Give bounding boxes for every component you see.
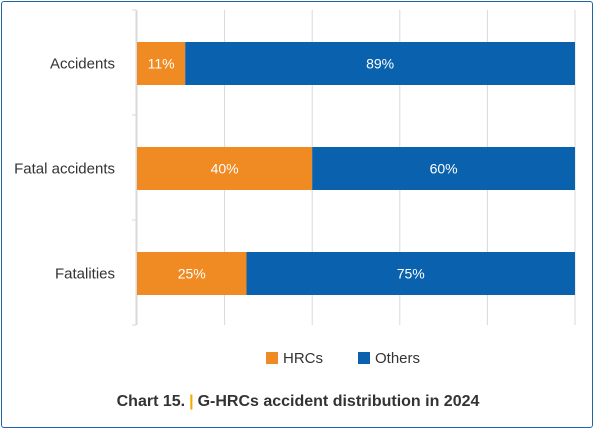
bar-hrcs — [137, 147, 313, 190]
bar-hrcs — [137, 42, 186, 85]
bar-hrcs — [137, 252, 247, 295]
bar-others — [185, 42, 575, 85]
chart-caption: Chart 15. | G-HRCs accident distribution i… — [0, 393, 596, 411]
bar-others — [312, 147, 575, 190]
data-label: 89% — [366, 56, 394, 72]
caption-title: G-HRCs accident distribution in 2024 — [197, 393, 480, 410]
legend-swatch — [266, 352, 278, 364]
data-label: 60% — [430, 161, 458, 177]
data-label: 75% — [397, 266, 425, 282]
category-label: Accidents — [50, 56, 115, 73]
legend-swatch — [358, 352, 370, 364]
caption-number: Chart 15. — [116, 393, 186, 410]
legend-label: HRCs — [283, 350, 323, 367]
data-label: 25% — [178, 266, 206, 282]
data-label: 11% — [148, 56, 175, 72]
legend-label: Others — [375, 350, 420, 367]
bar-others — [246, 252, 575, 295]
category-label: Fatalities — [55, 266, 115, 283]
data-label: 40% — [211, 161, 239, 177]
category-label: Fatal accidents — [14, 161, 115, 178]
caption-divider: | — [189, 393, 194, 410]
